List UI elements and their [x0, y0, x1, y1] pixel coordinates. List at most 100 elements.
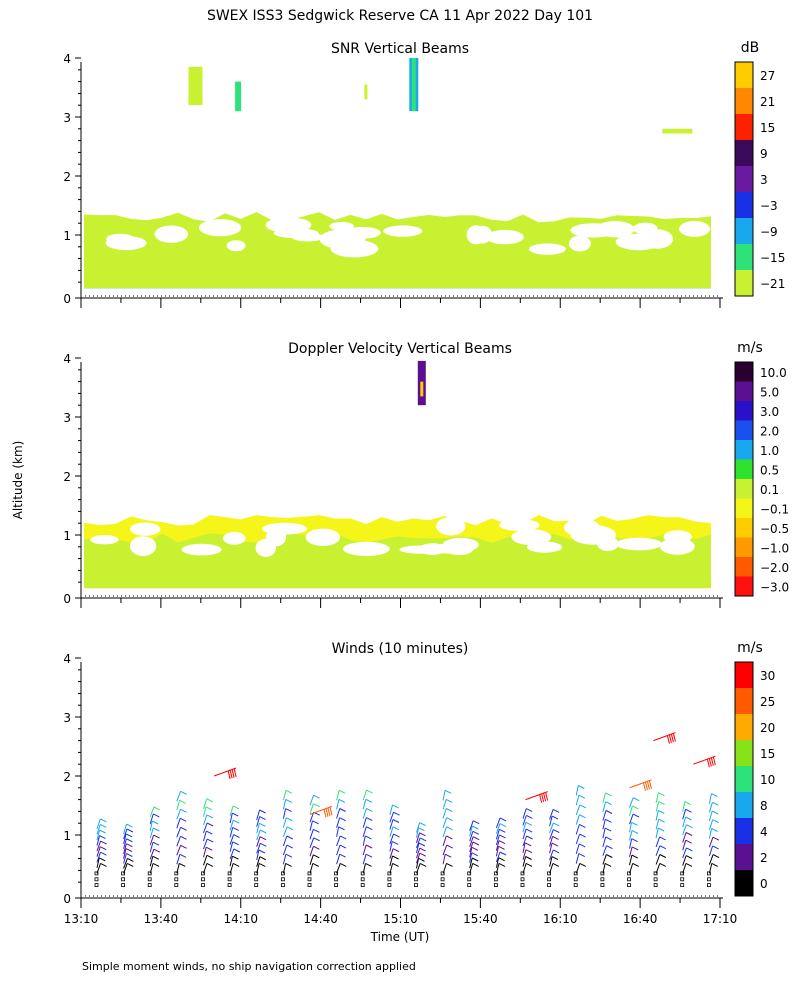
wind-barb-flag [668, 734, 672, 744]
wind-barb [96, 835, 100, 846]
wind-barb [495, 834, 500, 846]
wind-barb [655, 810, 659, 821]
colorbar-label: 3 [760, 173, 768, 187]
wind-barb-flag [419, 852, 427, 857]
colorbar-frame [734, 61, 754, 297]
wind-barb-flag [543, 793, 547, 802]
wind-barb [282, 790, 287, 801]
wind-barb-flag [339, 844, 347, 849]
wind-barb-flag [631, 846, 639, 851]
colorbar-swatch [735, 114, 753, 141]
wind-barb-flag [232, 841, 239, 846]
wind-barb [362, 808, 367, 819]
wind-barb-flag [393, 833, 400, 838]
wind-barb-flag [127, 857, 134, 862]
wind-barb-flag [446, 844, 453, 849]
wind-barb [309, 820, 313, 831]
ground-marker [121, 871, 125, 876]
wind-barb-flag [313, 803, 320, 808]
wind-barb-flag [659, 854, 667, 858]
wind-barb [525, 791, 548, 801]
wind-barb [655, 854, 661, 865]
wind-barb-flag [339, 835, 347, 840]
wind-barb [442, 799, 447, 810]
wind-barb [549, 809, 554, 820]
wind-barb-flag [446, 826, 453, 831]
wind-barb-flag [632, 805, 639, 810]
wind-barb-flag [99, 846, 107, 851]
ground-marker [174, 883, 179, 887]
wind-barb [693, 755, 716, 765]
data-gap [129, 536, 157, 556]
data-gap [90, 535, 119, 545]
wind-barb [256, 836, 261, 847]
wind-barb-flag [313, 854, 320, 859]
colorbar-label: −3 [760, 199, 778, 213]
wind-barb [602, 827, 606, 839]
wind-barb-flag [260, 842, 267, 847]
ground-marker [440, 877, 445, 882]
wind-barb [203, 838, 208, 850]
wind-barb-flag [233, 768, 237, 778]
wind-barb-flag [499, 851, 507, 856]
wind-barb-flag [152, 841, 160, 846]
data-gap [419, 543, 446, 555]
wind-barb [229, 820, 234, 831]
wind-barb-flag [539, 794, 543, 803]
wind-barb-flag [391, 840, 399, 845]
x-tick-label: 17:10 [703, 912, 738, 926]
data-gap [226, 240, 246, 252]
x-tick-label: 13:40 [144, 912, 179, 926]
wind-barb [149, 806, 155, 818]
ground-marker [600, 883, 605, 887]
wind-barb [575, 824, 580, 835]
wind-barb [282, 854, 287, 865]
wind-barb [682, 840, 687, 851]
colorbar-swatch [735, 166, 753, 193]
wind-barb [149, 827, 154, 839]
wind-barb-flag [444, 789, 452, 794]
wind-barb-flag [366, 826, 373, 831]
wind-barb-flag [179, 853, 187, 858]
wind-barb-flag [711, 793, 718, 798]
y-tick-label: 0 [63, 292, 71, 306]
wind-barb-flag [365, 862, 372, 867]
wind-barb-flag [659, 862, 667, 867]
colorbar-label: 1.0 [760, 444, 779, 458]
colorbar-unit: dB [741, 40, 760, 56]
colorbar-swatch [735, 576, 753, 597]
wind-barb-flag [685, 855, 693, 860]
wind-barb-flag [579, 833, 586, 838]
ground-marker [653, 871, 658, 876]
ground-marker [307, 871, 312, 876]
ground-marker [414, 871, 418, 876]
wind-barb [336, 835, 341, 847]
wind-barb-flag [179, 817, 187, 822]
wind-barb [522, 849, 527, 860]
data-gap [343, 541, 390, 557]
wind-barb [96, 824, 101, 835]
wind-barb-flag [685, 808, 692, 813]
data-gap [563, 518, 601, 537]
wind-barb-flag [525, 821, 533, 826]
ground-marker [254, 877, 259, 882]
wind-barb [442, 854, 446, 865]
wind-barb-flag [552, 862, 560, 867]
wind-barb-flag [710, 757, 714, 766]
ground-marker [520, 877, 525, 882]
y-tick-label: 0 [63, 592, 71, 606]
wind-barb [123, 853, 127, 864]
wind-barb [336, 817, 341, 828]
wind-barb-flag [552, 849, 560, 854]
ground-marker [653, 883, 658, 887]
wind-barb-flag [152, 862, 160, 867]
wind-barb [655, 801, 660, 812]
wind-barb-flag [658, 792, 665, 797]
wind-barb-flag [366, 789, 373, 794]
wind-barb-flag [313, 837, 320, 842]
wind-barb-flag [338, 798, 346, 803]
wind-barb [256, 856, 261, 867]
wind-barb [96, 846, 101, 857]
wind-barb-flag [126, 862, 134, 867]
colorbar-label: 20 [760, 721, 775, 735]
